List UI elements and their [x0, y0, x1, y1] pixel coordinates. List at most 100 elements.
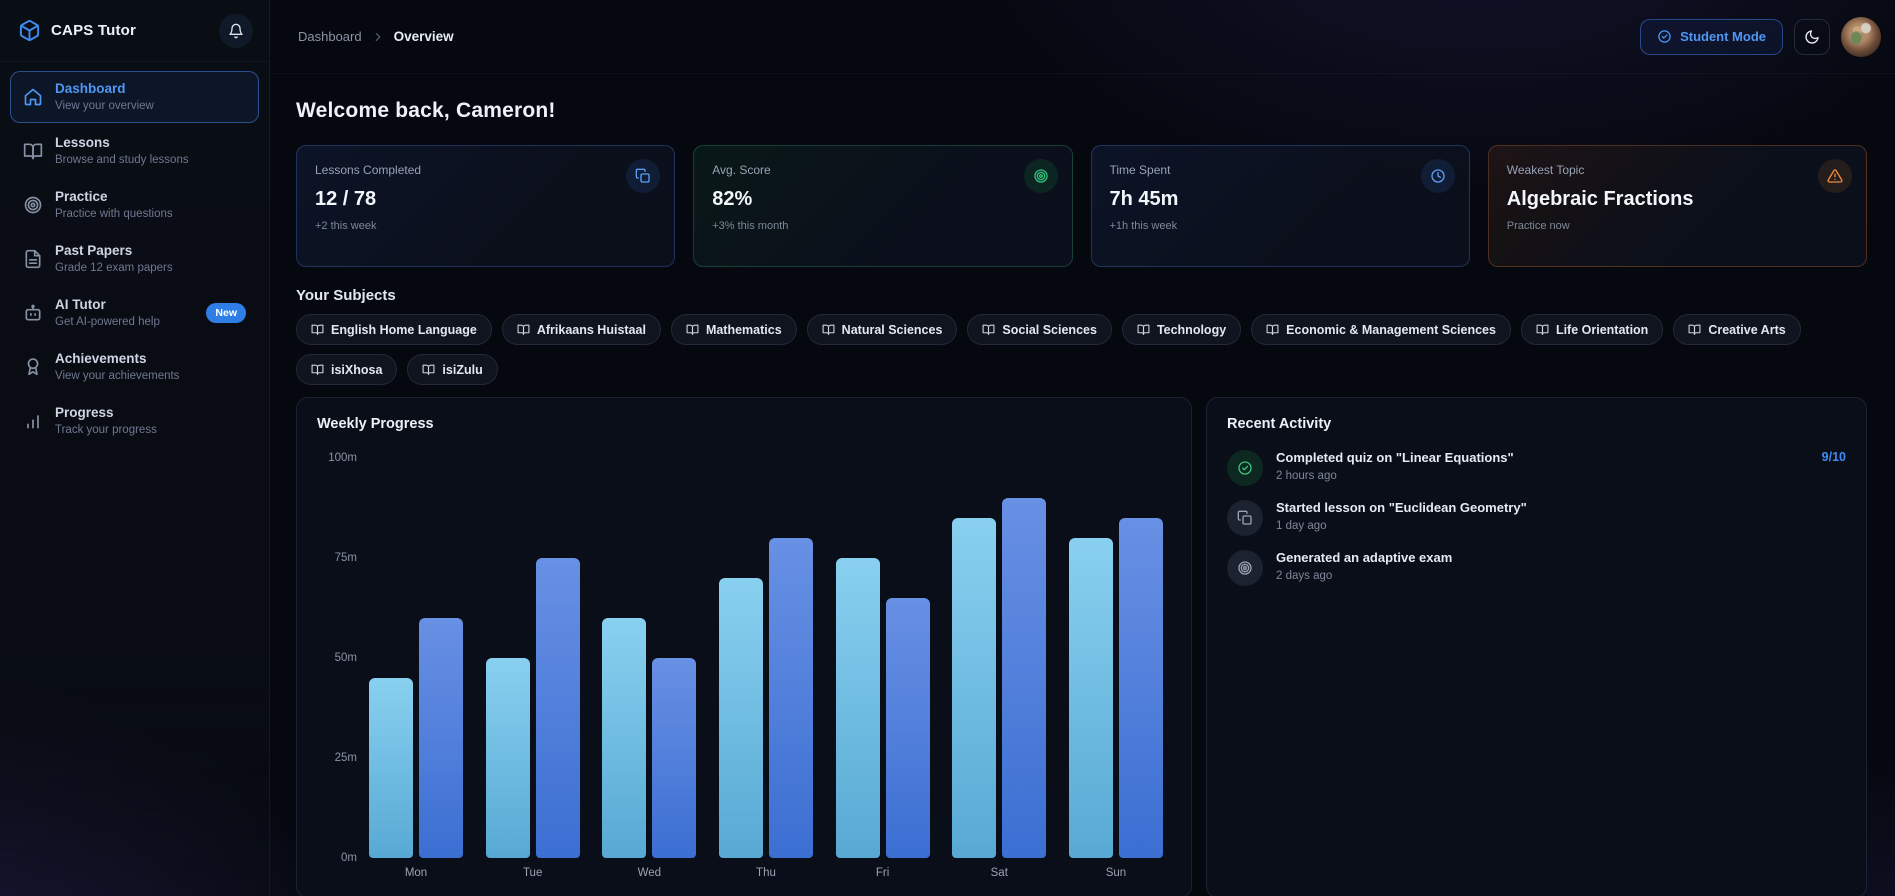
bar-group-wed — [602, 458, 697, 858]
sidebar-item-subtitle: Grade 12 exam papers — [55, 261, 173, 274]
activity-item-time: 1 day ago — [1276, 520, 1327, 532]
sidebar-item-text: AI Tutor Get AI-powered help — [55, 296, 194, 330]
sidebar-item-achievements[interactable]: Achievements View your achievements — [10, 341, 259, 393]
bar-wed-minutes-dark — [652, 658, 697, 858]
bar-group-fri — [835, 458, 930, 858]
x-tick-label-sun: Sun — [1105, 867, 1127, 879]
subject-chip-label: Natural Sciences — [841, 322, 943, 337]
subject-chip-label: isiZulu — [442, 362, 483, 377]
bar-fri-minutes-dark — [885, 598, 930, 858]
subject-chip-technology[interactable]: Technology — [1121, 314, 1242, 345]
breadcrumb-dashboard[interactable]: Dashboard — [298, 29, 362, 44]
activity-icon-badge — [1227, 450, 1263, 486]
book-open-icon — [686, 323, 699, 336]
avatar[interactable] — [1841, 16, 1881, 57]
subject-chip-english-home-language[interactable]: English Home Language — [296, 314, 492, 345]
book-open-icon — [1137, 323, 1150, 336]
sidebar-item-progress[interactable]: Progress Track your progress — [10, 395, 259, 447]
y-tick-label: 100m — [328, 452, 357, 464]
main-area: Dashboard Overview Student Mode Welcome … — [270, 0, 1895, 896]
chevron-right-icon — [371, 30, 385, 44]
stat-value: 12 / 78 — [315, 188, 377, 210]
bot-icon — [23, 303, 43, 323]
stat-label: Weakest Topic — [1506, 163, 1585, 177]
sidebar-item-practice[interactable]: Practice Practice with questions — [10, 179, 259, 231]
bar-wed-minutes-light — [602, 618, 647, 858]
theme-toggle-button[interactable] — [1794, 18, 1830, 55]
subject-chip-life-orientation[interactable]: Life Orientation — [1520, 314, 1664, 345]
subject-chip-label: Afrikaans Huistaal — [536, 322, 646, 337]
subject-chip-creative-arts[interactable]: Creative Arts — [1673, 314, 1801, 345]
x-tick-label-mon: Mon — [404, 867, 428, 879]
activity-item-time: 2 days ago — [1276, 570, 1333, 582]
activity-item-title: Generated an adaptive exam — [1276, 550, 1453, 565]
check-circle-icon — [1237, 460, 1253, 476]
sidebar-item-lessons[interactable]: Lessons Browse and study lessons — [10, 125, 259, 177]
activity-item[interactable]: Completed quiz on "Linear Equations" 2 ho… — [1227, 450, 1846, 486]
stat-label: Lessons Completed — [315, 163, 422, 177]
bar-chart-icon — [23, 411, 43, 431]
sidebar-item-dashboard[interactable]: Dashboard View your overview — [10, 71, 259, 124]
bar-tue-minutes-light — [485, 658, 530, 858]
new-badge: New — [206, 303, 246, 324]
sidebar-item-subtitle: Get AI-powered help — [55, 315, 160, 328]
stat-icon-badge — [1420, 159, 1455, 193]
subject-chip-natural-sciences[interactable]: Natural Sciences — [806, 314, 958, 345]
book-open-icon — [23, 141, 43, 161]
sidebar-item-text: Dashboard View your overview — [55, 80, 246, 114]
bar-mon-minutes-dark — [419, 618, 463, 858]
target-icon — [1033, 168, 1049, 184]
notifications-button[interactable] — [219, 13, 253, 48]
subject-chip-economic-management-sciences[interactable]: Economic & Management Sciences — [1251, 314, 1511, 345]
book-open-icon — [822, 323, 835, 336]
bell-icon — [228, 23, 244, 39]
subject-chip-isixhosa[interactable]: isiXhosa — [296, 354, 398, 385]
bar-tue-minutes-dark — [535, 558, 580, 858]
breadcrumb: Dashboard Overview — [298, 29, 1640, 44]
subject-chip-mathematics[interactable]: Mathematics — [670, 314, 797, 345]
book-open-icon — [1536, 323, 1549, 336]
sidebar-item-title: Progress — [55, 405, 114, 421]
student-mode-button[interactable]: Student Mode — [1640, 18, 1783, 55]
subject-chip-isizulu[interactable]: isiZulu — [407, 354, 498, 385]
sidebar-item-past-papers[interactable]: Past Papers Grade 12 exam papers — [10, 233, 259, 285]
bar-group-tue — [485, 458, 580, 858]
stat-card-weakest-topic[interactable]: Weakest Topic Algebraic Fractions Practice… — [1487, 145, 1867, 267]
stat-card-avg-score[interactable]: Avg. Score 82% +3% this month — [693, 145, 1073, 267]
subject-chip-label: Mathematics — [705, 322, 782, 337]
stat-subtext: +3% this month — [712, 220, 789, 232]
subject-chip-label: English Home Language — [331, 322, 477, 337]
bar-group-sat — [952, 458, 1047, 858]
x-tick-label-tue: Tue — [522, 867, 543, 879]
y-tick-label: 0m — [341, 852, 357, 864]
stat-card-time-spent[interactable]: Time Spent 7h 45m +1h this week — [1090, 145, 1470, 267]
subject-chip-social-sciences[interactable]: Social Sciences — [967, 314, 1112, 345]
subject-chip-label: Creative Arts — [1708, 322, 1786, 337]
y-tick-label: 25m — [334, 752, 357, 764]
bar-sun-minutes-dark — [1118, 518, 1163, 858]
sidebar-item-title: Practice — [55, 189, 108, 205]
recent-activity-panel: Recent Activity Completed quiz on "Linea… — [1206, 397, 1867, 896]
alert-triangle-icon — [1827, 168, 1843, 184]
activity-item-score: 9/10 — [1821, 450, 1846, 464]
subject-chip-afrikaans-huistaal[interactable]: Afrikaans Huistaal — [501, 314, 661, 345]
x-tick-label-sat: Sat — [990, 867, 1008, 879]
clock-icon — [1430, 168, 1446, 184]
sidebar-item-text: Practice Practice with questions — [55, 188, 246, 222]
sidebar-item-subtitle: Browse and study lessons — [55, 153, 189, 166]
activity-title: Recent Activity — [1227, 416, 1332, 432]
sidebar-item-ai-tutor[interactable]: AI Tutor Get AI-powered help New — [10, 287, 259, 339]
activity-item[interactable]: Generated an adaptive exam 2 days ago — [1227, 550, 1846, 586]
activity-icon-badge — [1227, 500, 1263, 536]
sidebar-item-subtitle: Track your progress — [55, 423, 157, 436]
bar-group-sun — [1068, 458, 1163, 858]
moon-icon — [1804, 29, 1820, 45]
stat-icon-badge — [626, 159, 661, 193]
stat-label: Avg. Score — [712, 163, 771, 177]
student-mode-label: Student Mode — [1680, 29, 1766, 44]
stat-card-lessons-completed[interactable]: Lessons Completed 12 / 78 +2 this week — [296, 145, 676, 267]
activity-item[interactable]: Started lesson on "Euclidean Geometry" 1 … — [1227, 500, 1846, 536]
bar-sun-minutes-light — [1068, 538, 1113, 858]
sidebar-item-title: Past Papers — [55, 243, 133, 259]
subject-chip-label: Technology — [1156, 322, 1227, 337]
